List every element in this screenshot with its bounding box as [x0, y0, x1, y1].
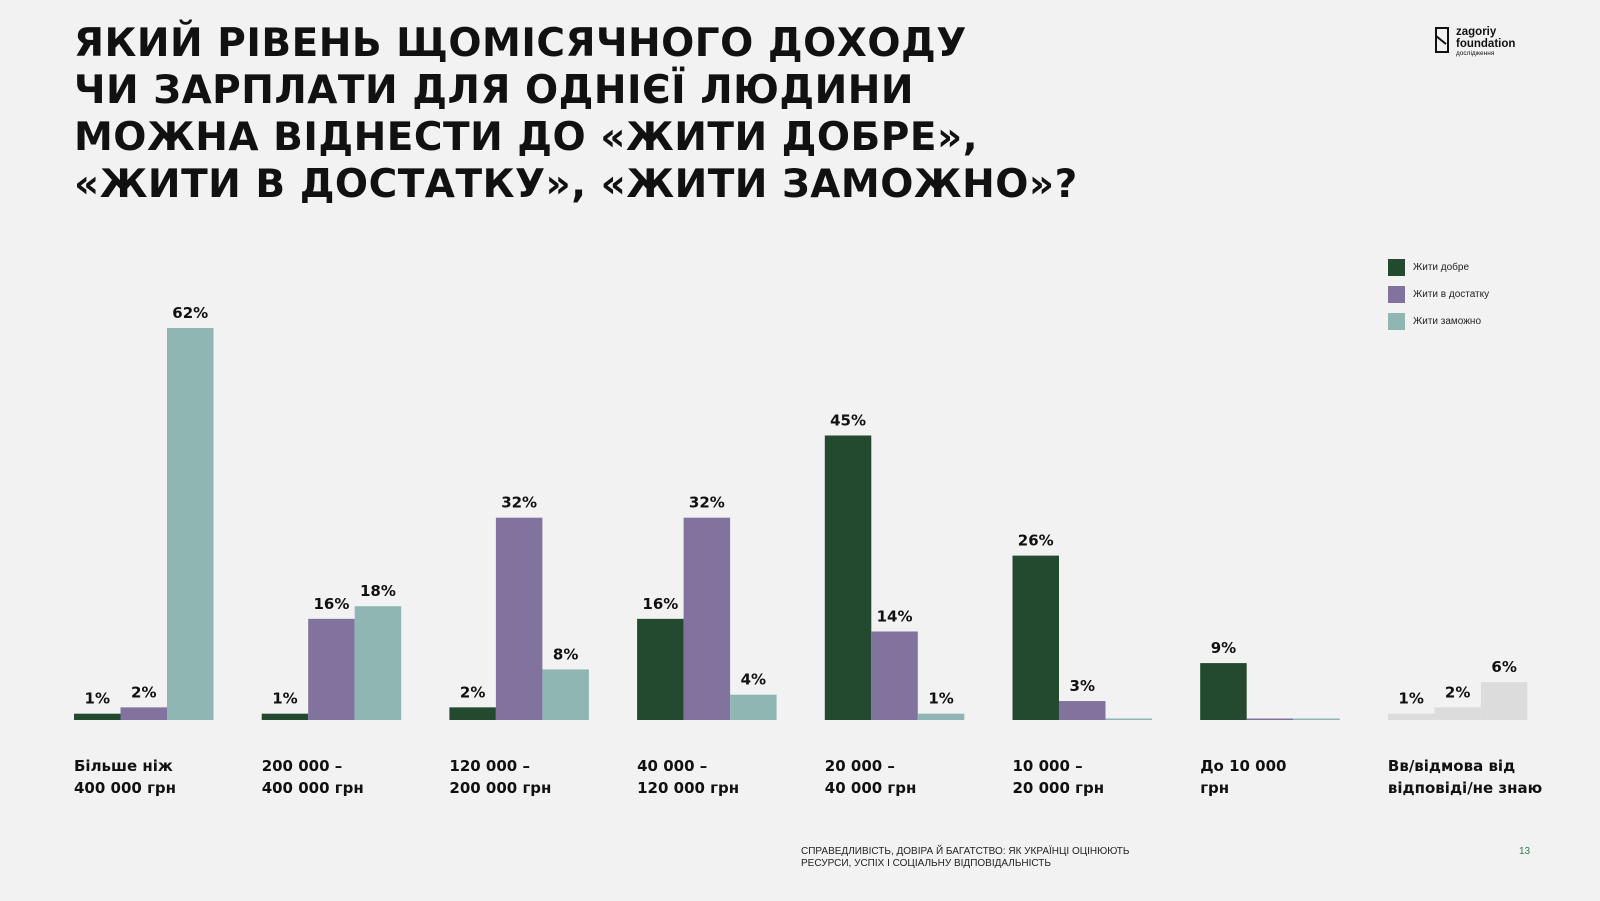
data-label: 14% [877, 607, 913, 625]
chart-legend: Жити добре Жити в достатку Жити заможно [1388, 254, 1489, 335]
bar [354, 606, 402, 720]
bar [120, 707, 167, 720]
data-label: 32% [689, 494, 725, 512]
bar [1012, 555, 1059, 720]
bar [308, 618, 355, 720]
page-number: 13 [1519, 846, 1531, 857]
title-line: ЯКИЙ РІВЕНЬ ЩОМІСЯЧНОГО ДОХОДУ [74, 21, 967, 66]
legend-swatch [1388, 259, 1405, 276]
data-label: 2% [460, 683, 485, 701]
bar [449, 707, 496, 720]
data-label: 1% [928, 690, 953, 708]
bar [261, 713, 309, 720]
logo-subtitle: дослідження [1456, 50, 1495, 57]
title-line: ЧИ ЗАРПЛАТИ ДЛЯ ОДНІЄЇ ЛЮДИНИ [74, 68, 915, 113]
legend-item: Жити добре [1388, 254, 1489, 281]
legend-swatch [1388, 313, 1405, 330]
bar [637, 618, 684, 720]
bar [1434, 707, 1481, 720]
category-label: 120 000 – 200 000 грн [449, 757, 552, 797]
bar [871, 631, 918, 720]
data-label: 2% [131, 683, 156, 701]
bar [683, 517, 731, 720]
legend-item: Жити в достатку [1388, 281, 1489, 308]
category-label: 40 000 – 120 000 грн [637, 757, 740, 797]
category-label: 10 000 – 20 000 грн [1012, 757, 1105, 797]
title-line: «ЖИТИ В ДОСТАТКУ», «ЖИТИ ЗАМОЖНО»? [74, 162, 1078, 207]
legend-label: Жити в достатку [1413, 289, 1490, 300]
zagoriy-logo: zagoriy foundation дослідження [1434, 26, 1515, 58]
bar [495, 517, 543, 720]
data-label: 1% [1398, 690, 1423, 708]
category-label: Більше ніж 400 000 грн [74, 757, 177, 797]
data-label: 1% [85, 690, 110, 708]
legend-swatch [1388, 286, 1405, 303]
data-label: 8% [553, 645, 578, 663]
legend-label: Жити заможно [1413, 316, 1482, 327]
bar [167, 328, 214, 720]
bar [1480, 682, 1528, 720]
data-label: 1% [272, 690, 297, 708]
footer-line: СПРАВЕДЛИВІСТЬ, ДОВІРА Й БАГАТСТВО: ЯК У… [801, 846, 1130, 857]
data-label: 3% [1070, 677, 1095, 695]
bar [917, 713, 965, 720]
bar [824, 435, 872, 720]
footer-text: СПРАВЕДЛИВІСТЬ, ДОВІРА Й БАГАТСТВО: ЯК У… [801, 846, 1201, 870]
category-label: До 10 000 грн [1200, 757, 1287, 797]
bar [1387, 713, 1435, 720]
data-label: 4% [741, 671, 766, 689]
logo-text-line: zagoriy [1456, 26, 1497, 38]
data-label: 2% [1445, 683, 1470, 701]
category-label: 20 000 – 40 000 грн [824, 757, 917, 797]
bar [730, 694, 777, 720]
category-label: Вв/відмова від відповіді/не знаю [1387, 757, 1543, 797]
footer-line: РЕСУРСИ, УСПІХ І СОЦІАЛЬНУ ВІДПОВІДАЛЬНІ… [801, 858, 1051, 869]
data-label: 32% [501, 494, 537, 512]
data-label: 62% [172, 304, 208, 322]
data-label: 18% [360, 582, 396, 600]
data-label: 16% [313, 595, 349, 613]
legend-label: Жити добре [1413, 262, 1470, 273]
legend-item: Жити заможно [1388, 308, 1489, 335]
bar [1200, 663, 1247, 720]
data-label: 16% [642, 595, 678, 613]
bar [1059, 701, 1106, 720]
data-label: 45% [830, 411, 866, 429]
data-label: 26% [1018, 532, 1054, 550]
logo-text-line: foundation [1456, 38, 1516, 50]
title-line: МОЖНА ВІДНЕСТИ ДО «ЖИТИ ДОБРЕ», [74, 115, 979, 160]
bar [74, 713, 121, 720]
category-label: 200 000 – 400 000 грн [261, 757, 364, 797]
bar [542, 669, 589, 720]
chart-title: ЯКИЙ РІВЕНЬ ЩОМІСЯЧНОГО ДОХОДУ ЧИ ЗАРПЛА… [74, 20, 1174, 208]
data-label: 9% [1211, 639, 1236, 657]
logo-mark-icon [1435, 27, 1449, 53]
data-label: 6% [1491, 658, 1516, 676]
